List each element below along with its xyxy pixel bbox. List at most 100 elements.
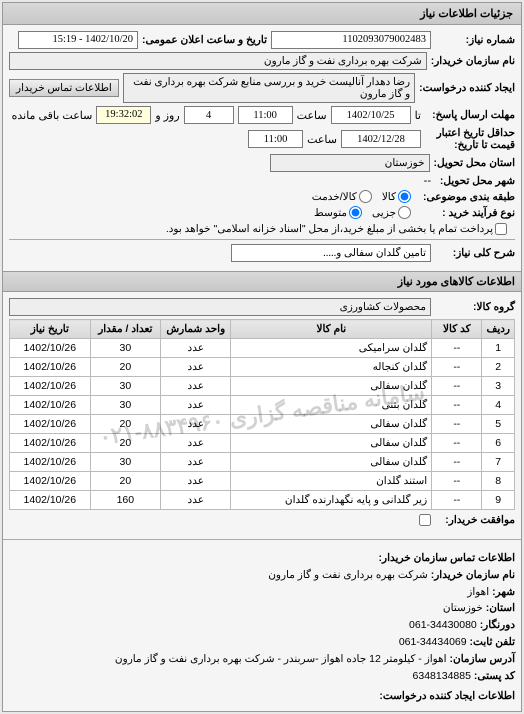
agreement-label: موافقت خریدار:: [435, 514, 515, 526]
validity-time-input[interactable]: [248, 130, 303, 148]
table-cell: 30: [90, 453, 160, 472]
need-details-panel: جزئیات اطلاعات نیاز شماره نیاز: 11020930…: [2, 2, 522, 712]
footer-org: شرکت بهره برداری نفت و گاز مارون: [268, 569, 428, 581]
footer-post: 6348134885: [413, 670, 471, 682]
table-cell: 3: [482, 377, 515, 396]
footer-creator-label: اطلاعات ایجاد کننده درخواست:: [9, 688, 515, 705]
goods-group-label: گروه کالا:: [435, 301, 515, 313]
buyer-org-label: نام سازمان خریدار:: [431, 55, 515, 67]
deadline-date-input[interactable]: [331, 106, 411, 124]
buyer-org-value: شرکت بهره برداری نفت و گاز مارون: [9, 52, 427, 70]
table-row: 6--گلدان سفالیعدد201402/10/26: [10, 434, 515, 453]
footer-block: اطلاعات تماس سازمان خریدار: نام سازمان خ…: [3, 544, 521, 711]
requester-label: ایجاد کننده درخواست:: [419, 82, 515, 94]
table-cell: --: [432, 415, 482, 434]
table-row: 3--گلدان سفالیعدد301402/10/26: [10, 377, 515, 396]
purchase-small-radio[interactable]: [398, 206, 411, 219]
deadline-remain-label: ساعت باقی مانده: [12, 109, 93, 122]
table-cell: --: [432, 472, 482, 491]
validity-label1: حداقل تاریخ اعتبار: [425, 127, 515, 139]
table-row: 7--گلدان سفالیعدد301402/10/26: [10, 453, 515, 472]
validity-date-input[interactable]: [341, 130, 421, 148]
deadline-remain-time: 19:32:02: [96, 106, 151, 124]
table-cell: 9: [482, 491, 515, 510]
deadline-days-input[interactable]: [184, 106, 234, 124]
table-cell: --: [432, 491, 482, 510]
treasury-note-option[interactable]: پرداخت تمام یا بخشی از مبلغ خرید،از محل …: [166, 223, 507, 235]
announce-label: تاریخ و ساعت اعلان عمومی:: [142, 34, 267, 46]
footer-addr-label: آدرس سازمان:: [450, 653, 516, 665]
table-cell: 30: [90, 377, 160, 396]
classification-radio-group: کالا کالا/خدمت: [312, 190, 411, 203]
purchase-medium-option[interactable]: متوسط: [314, 206, 362, 219]
classification-service-radio[interactable]: [359, 190, 372, 203]
table-cell: 5: [482, 415, 515, 434]
table-cell: 4: [482, 396, 515, 415]
province-label: استان محل تحویل:: [434, 157, 515, 169]
contact-buyer-button[interactable]: اطلاعات تماس خریدار: [9, 79, 119, 97]
deadline-time-input[interactable]: [238, 106, 293, 124]
table-cell: 1402/10/26: [10, 434, 91, 453]
purchase-small-option[interactable]: جزیی: [372, 206, 411, 219]
table-cell: --: [432, 339, 482, 358]
classification-service-option[interactable]: کالا/خدمت: [312, 190, 372, 203]
table-cell: عدد: [161, 434, 231, 453]
footer-addr: اهواز - کیلومتر 12 جاده اهواز -سربندر - …: [115, 653, 447, 665]
footer-tel-label: تلفن ثابت:: [470, 636, 515, 648]
city-deliver-label: شهر محل تحویل:: [435, 175, 515, 187]
province-value: خوزستان: [270, 154, 430, 172]
table-cell: 7: [482, 453, 515, 472]
table-header: کد کالا: [432, 320, 482, 339]
requester-value: رضا دهدار آنالیست خرید و بررسی منابع شرک…: [123, 73, 415, 103]
footer-city-label: شهر:: [492, 586, 515, 598]
treasury-note-checkbox[interactable]: [495, 223, 507, 235]
classification-label: طبقه بندی موضوعی:: [415, 191, 515, 203]
table-cell: زیر گلدانی و پایه نگهدارنده گلدان: [231, 491, 432, 510]
announce-value: 1402/10/20 - 15:19: [18, 31, 138, 49]
table-cell: --: [432, 434, 482, 453]
table-cell: عدد: [161, 339, 231, 358]
table-cell: 20: [90, 434, 160, 453]
table-cell: گلدان کنجاله: [231, 358, 432, 377]
table-row: 1--گلدان سرامیکیعدد301402/10/26: [10, 339, 515, 358]
table-cell: گلدان سرامیکی: [231, 339, 432, 358]
panel-tab-title: جزئیات اطلاعات نیاز: [3, 3, 521, 25]
goods-table: ردیفکد کالانام کالاواحد شمارشتعداد / مقد…: [9, 319, 515, 510]
table-header: واحد شمارش: [161, 320, 231, 339]
table-header: تعداد / مقدار: [90, 320, 160, 339]
deadline-until: تا: [415, 109, 421, 122]
table-cell: 2: [482, 358, 515, 377]
validity-label2: قیمت تا تاریخ:: [425, 139, 515, 151]
table-cell: عدد: [161, 377, 231, 396]
footer-city: اهواز: [467, 586, 489, 598]
table-cell: گلدان سفالی: [231, 434, 432, 453]
table-header: ردیف: [482, 320, 515, 339]
table-cell: گلدان سفالی: [231, 377, 432, 396]
table-cell: 1402/10/26: [10, 358, 91, 377]
agreement-checkbox[interactable]: [419, 514, 431, 526]
table-cell: 1402/10/26: [10, 396, 91, 415]
footer-title: اطلاعات تماس سازمان خریدار:: [9, 550, 515, 567]
classification-goods-radio[interactable]: [398, 190, 411, 203]
table-cell: 20: [90, 472, 160, 491]
treasury-note-text: پرداخت تمام یا بخشی از مبلغ خرید،از محل …: [166, 223, 493, 235]
deadline-time-label: ساعت: [297, 109, 327, 122]
table-cell: 1402/10/26: [10, 453, 91, 472]
validity-time-label: ساعت: [307, 133, 337, 146]
footer-province: خوزستان: [443, 602, 483, 614]
table-cell: 20: [90, 415, 160, 434]
table-cell: عدد: [161, 491, 231, 510]
table-header: نام کالا: [231, 320, 432, 339]
footer-tel: 34434069-061: [399, 636, 467, 648]
table-cell: 20: [90, 358, 160, 377]
subject-label: شرح کلی نیاز:: [435, 247, 515, 259]
purchase-medium-radio[interactable]: [349, 206, 362, 219]
table-cell: --: [432, 453, 482, 472]
table-cell: 30: [90, 339, 160, 358]
table-cell: --: [432, 396, 482, 415]
purchase-type-label: نوع فرآیند خرید :: [415, 207, 515, 219]
classification-goods-option[interactable]: کالا: [382, 190, 411, 203]
table-cell: 160: [90, 491, 160, 510]
table-cell: --: [432, 358, 482, 377]
deadline-label: مهلت ارسال پاسخ:: [425, 109, 515, 121]
